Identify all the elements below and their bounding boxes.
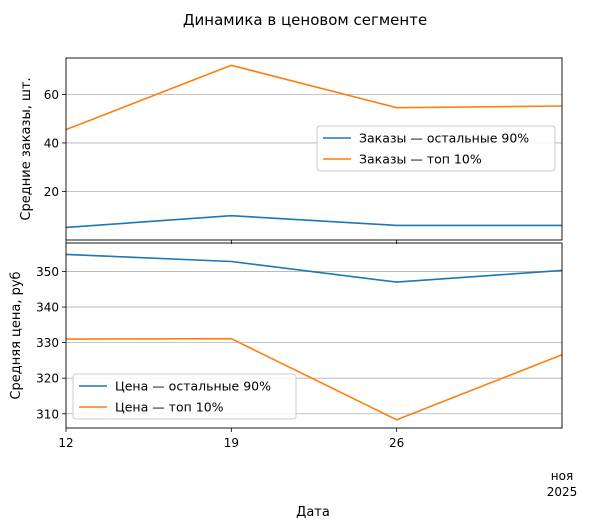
x-tick-label: 26 — [389, 436, 404, 450]
series-line — [65, 214, 562, 229]
x-month-label: ноя — [551, 469, 573, 483]
legend-box — [72, 373, 297, 420]
legend-box — [316, 125, 556, 172]
y-tick-label: 60 — [44, 88, 59, 102]
series-line — [65, 64, 563, 131]
y-axis-label: Средние заказы, шт. — [19, 77, 34, 220]
data-point — [231, 64, 233, 66]
chart-title: Динамика в ценовом сегменте — [183, 11, 427, 29]
y-tick-label: 310 — [36, 407, 59, 421]
legend-label: Заказы — топ 10% — [359, 152, 482, 167]
legend-label: Заказы — остальные 90% — [359, 131, 529, 146]
series-line — [65, 253, 563, 283]
data-point — [231, 338, 233, 340]
y-tick-label: 330 — [36, 336, 59, 350]
y-tick-label: 320 — [36, 372, 59, 386]
x-year-label: 2025 — [547, 485, 578, 499]
x-tick-label: 19 — [224, 436, 239, 450]
data-point — [396, 281, 398, 283]
data-point — [231, 261, 233, 263]
plot-frame — [65, 242, 563, 429]
x-tick-label: 12 — [58, 436, 73, 450]
y-tick-label: 350 — [36, 265, 59, 279]
legend-label: Цена — остальные 90% — [115, 379, 271, 394]
data-point — [231, 215, 233, 217]
y-tick-label: 340 — [36, 301, 59, 315]
series-line — [65, 337, 563, 421]
legend-label: Цена — топ 10% — [115, 400, 224, 415]
y-tick-label: 40 — [44, 136, 59, 150]
data-point — [396, 107, 398, 109]
x-axis-label: Дата — [296, 505, 330, 520]
plot-frame — [65, 57, 563, 241]
y-axis-label: Средняя цена, руб — [9, 271, 24, 399]
data-point — [396, 419, 398, 421]
data-point — [396, 225, 398, 227]
y-tick-label: 20 — [44, 185, 59, 199]
